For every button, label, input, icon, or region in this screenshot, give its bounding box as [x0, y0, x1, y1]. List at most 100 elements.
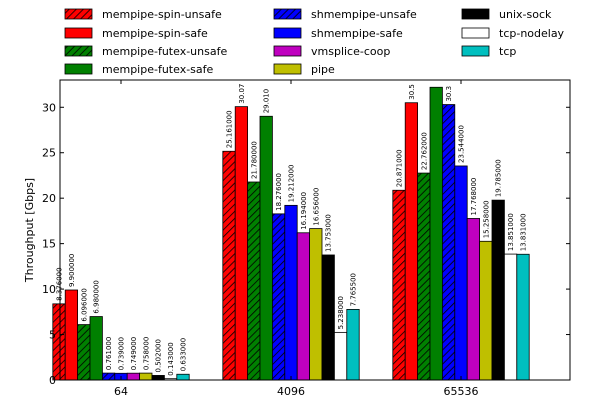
- bar-pipe-4096: [309, 228, 323, 381]
- bar-value-label: 13.753000: [325, 214, 333, 252]
- bar-unix-sock-65536: [491, 199, 505, 381]
- legend-swatch: [461, 45, 490, 57]
- legend-label: mempipe-futex-unsafe: [102, 45, 227, 58]
- bar-value-label: 9.900000: [68, 254, 76, 287]
- bar-value-label: 30.07: [238, 84, 246, 104]
- legend-item-shmempipe-safe: shmempipe-safe: [273, 27, 403, 40]
- bar-hatch-mempipe-spin-unsafe-4096: [222, 151, 236, 380]
- legend-item-tcp: tcp: [461, 45, 516, 58]
- bar-value-label: 13.831000: [520, 213, 528, 251]
- bar-value-label: 17.768000: [470, 178, 478, 216]
- bar-value-label: 7.765500: [350, 273, 358, 306]
- y-tick-label: 20: [42, 192, 56, 205]
- legend-swatch: [273, 45, 302, 57]
- x-tick-label: 64: [114, 385, 128, 398]
- bar-value-label: 19.212000: [288, 164, 296, 202]
- bar-value-label: 22.762000: [420, 132, 428, 170]
- legend-item-vmsplice-coop: vmsplice-coop: [273, 45, 390, 58]
- bar-mempipe-spin-safe-4096: [234, 106, 248, 381]
- bar-hatch-mempipe-futex-unsafe-4096: [247, 182, 260, 380]
- bar-mempipe-spin-safe-65536: [404, 102, 419, 381]
- legend-swatch: [461, 8, 490, 20]
- legend-swatch: [64, 63, 93, 75]
- legend-label: shmempipe-unsafe: [311, 8, 417, 21]
- bar-tcp-4096: [346, 308, 360, 381]
- bar-tcp-64: [176, 373, 190, 381]
- legend: mempipe-spin-unsafe mempipe-spin-safe memp…: [64, 8, 565, 76]
- y-tick-label: 10: [42, 283, 56, 296]
- legend-swatch: [273, 27, 302, 39]
- legend-label: tcp-nodelay: [499, 27, 565, 40]
- legend-swatch-hatch: [65, 9, 92, 19]
- bar-hatch-mempipe-futex-unsafe-64: [77, 324, 90, 380]
- bar-value-label: 23.544000: [458, 125, 466, 163]
- legend-swatch: [461, 27, 490, 39]
- y-axis: 0 5 10 15 20 25 30: [42, 101, 570, 387]
- legend-label: mempipe-spin-unsafe: [102, 8, 222, 21]
- bar-value-label: 0.502000: [155, 339, 163, 372]
- bar-hatch-mempipe-spin-unsafe-65536: [392, 190, 406, 380]
- legend-item-shmempipe-unsafe: shmempipe-unsafe: [273, 8, 417, 21]
- bar-value-label: 19.785000: [495, 159, 503, 197]
- bar-hatch-shmempipe-unsafe-64: [102, 373, 115, 380]
- legend-item-mempipe-futex-unsafe: mempipe-futex-unsafe: [64, 45, 227, 58]
- bar-pipe-65536: [479, 240, 493, 381]
- bar-value-label: 0.758000: [142, 337, 150, 370]
- legend-swatch-hatch: [65, 46, 92, 56]
- legend-label: pipe: [311, 63, 335, 76]
- bar-hatch-mempipe-futex-unsafe-65536: [417, 173, 430, 380]
- bar-value-label: 15.258000: [482, 200, 490, 238]
- bar-value-label: 5.238000: [337, 296, 345, 329]
- plot-frame: [59, 79, 571, 381]
- bars-group: [52, 86, 530, 381]
- bar-tcp-65536: [516, 253, 530, 381]
- bar-value-label: 0.143000: [167, 342, 175, 375]
- bar-mempipe-futex-safe-64: [89, 316, 103, 381]
- legend-label: shmempipe-safe: [311, 27, 403, 40]
- legend-item-tcp-nodelay: tcp-nodelay: [461, 27, 565, 40]
- bar-vmsplice-coop-64: [126, 372, 140, 381]
- bar-value-label: 30.3: [445, 86, 453, 102]
- bar-value-label: 0.633000: [180, 338, 188, 371]
- bar-tcp-nodelay-4096: [333, 331, 348, 381]
- bar-unix-sock-64: [151, 375, 165, 381]
- bar-hatch-shmempipe-unsafe-4096: [272, 213, 285, 380]
- legend-item-pipe: pipe: [273, 63, 335, 76]
- bar-value-label: 25.161000: [226, 110, 234, 148]
- bar-shmempipe-safe-4096: [284, 204, 298, 381]
- bar-value-label: 20.871000: [396, 149, 404, 187]
- bar-value-label: 18.276000: [275, 173, 283, 211]
- bar-hatch-shmempipe-unsafe-65536: [442, 104, 455, 381]
- bar-value-label: 0.739000: [118, 337, 126, 370]
- legend-swatch-hatch: [274, 9, 301, 19]
- bar-value-label: 6.980000: [93, 280, 101, 313]
- y-tick-label: 25: [42, 147, 56, 160]
- bar-value-label: 16.656000: [312, 188, 320, 226]
- bar-mempipe-futex-safe-4096: [259, 115, 273, 381]
- legend-label: vmsplice-coop: [311, 45, 390, 58]
- legend-label: unix-sock: [499, 8, 552, 21]
- legend-item-mempipe-futex-safe: mempipe-futex-safe: [64, 63, 214, 76]
- bar-mempipe-spin-safe-64: [64, 289, 78, 381]
- y-axis-title: Throughput [Gbps]: [23, 178, 36, 283]
- bar-mempipe-futex-safe-65536: [429, 86, 443, 381]
- bar-unix-sock-4096: [321, 254, 335, 381]
- bar-value-label: 0.749000: [130, 337, 138, 370]
- bar-value-label: 16.194000: [300, 192, 308, 230]
- legend-label: tcp: [499, 45, 516, 58]
- bar-shmempipe-safe-65536: [454, 165, 468, 381]
- y-tick-label: 0: [49, 374, 56, 387]
- y-tick-label: 30: [42, 101, 56, 114]
- bar-vmsplice-coop-4096: [296, 232, 311, 381]
- bar-tcp-nodelay-65536: [503, 253, 518, 381]
- x-tick-label: 65536: [444, 385, 479, 398]
- bar-value-label: 21.780000: [250, 141, 258, 179]
- bar-pipe-64: [139, 372, 153, 381]
- bar-value-label: 0.761000: [105, 337, 113, 370]
- legend-label: mempipe-futex-safe: [102, 63, 214, 76]
- y-tick-label: 5: [49, 329, 56, 342]
- legend-swatch: [273, 63, 302, 75]
- x-axis: 64 4096 65536: [114, 80, 479, 398]
- x-tick-label: 4096: [277, 385, 305, 398]
- legend-label: mempipe-spin-safe: [102, 27, 208, 40]
